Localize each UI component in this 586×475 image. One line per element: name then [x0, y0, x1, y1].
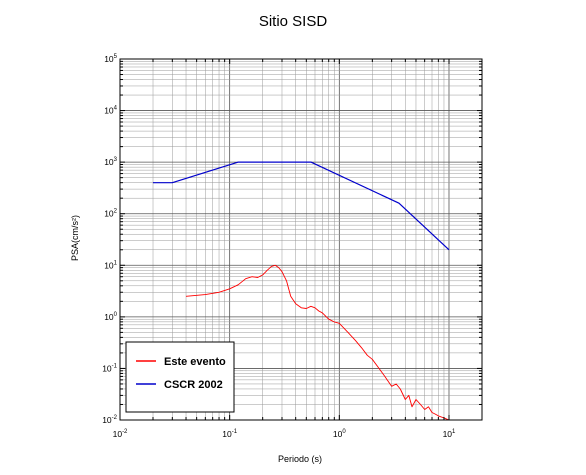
x-tick-label: 10-1: [222, 429, 237, 439]
legend-label-este-evento: Este evento: [164, 356, 226, 368]
y-tick-label: 105: [104, 54, 117, 64]
y-tick-label: 100: [104, 312, 117, 322]
x-tick-labels: 10-2 10-1 100 101: [113, 429, 456, 439]
series-line-este-evento: [185, 264, 450, 421]
chart-title: Sitio SISD: [259, 13, 328, 30]
y-axis-label: PSA(cm/s²): [70, 215, 80, 261]
y-tick-label: 104: [104, 106, 117, 116]
legend-box: [125, 341, 235, 413]
x-axis-label: Periodo (s): [278, 454, 322, 464]
y-tick-label: 10-1: [102, 363, 117, 373]
y-tick-labels: 10-2 10-1 100 101 102 103 104 105: [102, 54, 117, 425]
series-line-cscr-2002: [153, 161, 450, 251]
y-tick-label: 102: [104, 209, 117, 219]
y-tick-label: 103: [104, 157, 117, 167]
tick-marks: [119, 58, 483, 421]
plot-frame: [119, 58, 483, 421]
series-layer: [153, 161, 450, 421]
legend: Este evento CSCR 2002: [125, 341, 235, 413]
y-tick-label: 10-2: [102, 415, 117, 425]
legend-label-cscr-2002: CSCR 2002: [164, 379, 223, 391]
x-tick-label: 101: [443, 429, 456, 439]
y-tick-label: 101: [104, 260, 117, 270]
x-tick-label: 10-2: [113, 429, 128, 439]
x-tick-label: 100: [333, 429, 346, 439]
